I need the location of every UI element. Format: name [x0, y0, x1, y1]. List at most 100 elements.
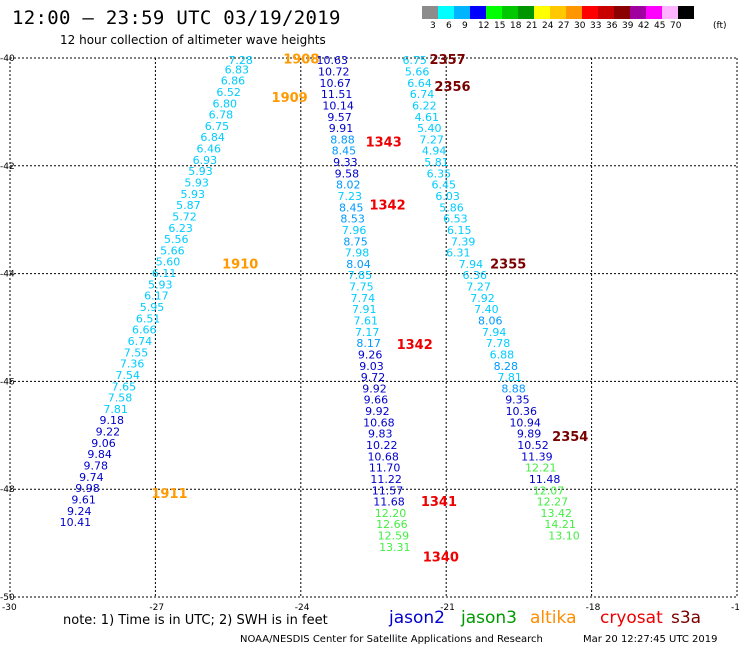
x-tick-label: -27 [149, 603, 164, 613]
swh-label: 9.33 [333, 156, 358, 169]
colorbar-label: 18 [510, 21, 522, 31]
swh-label: 12.07 [533, 484, 565, 497]
swh-label: 6.64 [407, 77, 432, 90]
swh-label: 11.51 [321, 88, 353, 101]
swh-label: 11.57 [372, 484, 404, 497]
swh-label: 7.94 [459, 258, 484, 271]
colorbar-label: 36 [606, 21, 618, 31]
swh-label: 6.75 [402, 54, 427, 67]
swh-label: 10.63 [317, 54, 349, 67]
time-label: 2357 [430, 53, 466, 68]
swh-label: 14.21 [544, 518, 576, 531]
colorbar-swatch: 12 [470, 6, 489, 31]
time-label: 1340 [423, 551, 459, 566]
time-label: 2355 [490, 257, 526, 272]
colorbar-swatch: 30 [566, 6, 585, 31]
swh-label: 9.89 [517, 428, 542, 441]
swh-label: 6.51 [136, 312, 161, 325]
swh-label: 7.78 [486, 337, 511, 350]
chart-grid [9, 57, 738, 598]
swh-label: 9.22 [96, 426, 121, 439]
swh-label: 6.03 [435, 190, 460, 203]
colorbar-swatch: 70 [662, 6, 681, 31]
swh-label: 10.68 [367, 450, 399, 463]
swh-label: 12.66 [376, 518, 408, 531]
swh-label: 5.95 [140, 301, 165, 314]
time-label: 1341 [421, 495, 457, 510]
swh-label: 7.94 [482, 326, 507, 339]
swh-label: 5.87 [176, 199, 201, 212]
swh-label: 6.74 [128, 335, 153, 348]
chart-marks: 7.286.836.866.526.806.786.756.846.466.93… [60, 53, 589, 566]
swh-label: 7.61 [353, 314, 378, 327]
swh-label: 5.93 [184, 177, 209, 190]
swh-label: 6.45 [432, 179, 457, 192]
generated-timestamp: Mar 20 12:27:45 UTC 2019 [583, 634, 718, 645]
colorbar-label: 6 [446, 21, 452, 31]
swh-label: 10.36 [506, 405, 538, 418]
colorbar-label: 33 [590, 21, 602, 31]
swh-label: 6.75 [205, 120, 230, 133]
swh-label: 6.15 [447, 224, 472, 237]
y-tick-label: -44 [0, 270, 15, 280]
swh-label: 8.88 [330, 133, 355, 146]
swh-label: 10.52 [517, 439, 549, 452]
swh-label: 8.88 [501, 382, 526, 395]
colorbar-label: 21 [526, 21, 538, 31]
swh-label: 13.31 [379, 541, 411, 554]
swh-label: 9.06 [91, 437, 116, 450]
swh-label: 6.23 [168, 222, 193, 235]
swh-label: 9.84 [87, 448, 112, 461]
x-tick-label: -21 [440, 603, 455, 613]
y-tick-label: -40 [0, 54, 15, 64]
page-subtitle: 12 hour collection of altimeter wave hei… [60, 33, 326, 47]
swh-label: 13.42 [540, 507, 572, 520]
colorbar-label: 39 [622, 21, 634, 31]
swh-label: 9.92 [365, 405, 390, 418]
swh-label: 6.46 [196, 143, 221, 156]
swh-label: 6.84 [200, 131, 225, 144]
colorbar-label: 30 [574, 21, 586, 31]
swh-label: 6.93 [193, 154, 218, 167]
swh-label: 7.98 [345, 247, 370, 260]
swh-label: 6.36 [463, 269, 488, 282]
x-tick-label: -30 [2, 603, 17, 613]
colorbar-label: 3 [430, 21, 436, 31]
colorbar-label: 24 [542, 21, 554, 31]
swh-label: 8.75 [343, 235, 368, 248]
swh-label: 7.74 [351, 292, 376, 305]
x-tick-label: -18 [586, 603, 601, 613]
swh-label: 10.41 [60, 516, 92, 529]
legend-s3a: s3a [671, 608, 702, 628]
colorbar-swatch: 36 [598, 6, 617, 31]
time-label: 2354 [552, 430, 588, 445]
colorbar-legend: 3 6 9 12 15 18 21 24 27 30 33 36 39 42 45 70 [422, 6, 694, 31]
y-tick-label: -50 [0, 593, 15, 603]
swh-label: 8.02 [336, 179, 361, 192]
swh-label: 8.06 [478, 314, 503, 327]
time-label: 1342 [369, 199, 405, 214]
swh-label: 6.22 [412, 99, 437, 112]
x-tick-label: -15 [731, 603, 740, 613]
swh-label: 8.17 [356, 337, 381, 350]
swh-label: 9.24 [67, 505, 92, 518]
colorbar-unit: (ft) [713, 21, 727, 31]
time-label: 1909 [272, 91, 308, 106]
colorbar-label: 42 [638, 21, 650, 31]
swh-label: 9.57 [327, 111, 352, 124]
swh-label: 7.81 [497, 371, 522, 384]
colorbar-swatch: 45 [646, 6, 665, 31]
swh-label: 9.35 [505, 394, 530, 407]
swh-label: 5.93 [148, 278, 173, 291]
swh-label: 13.10 [548, 530, 580, 543]
swh-label: 8.45 [339, 201, 364, 214]
swh-label: 10.67 [319, 77, 351, 90]
swh-label: 12.21 [525, 462, 557, 475]
swh-label: 12.20 [375, 507, 407, 520]
colorbar-label: 9 [462, 21, 468, 31]
swh-label: 5.66 [160, 244, 185, 257]
colorbar-label: 15 [494, 21, 506, 31]
colorbar-swatch: 39 [614, 6, 633, 31]
page-title: 12:00 – 23:59 UTC 03/19/2019 [12, 7, 341, 29]
swh-label: 7.75 [349, 281, 374, 294]
